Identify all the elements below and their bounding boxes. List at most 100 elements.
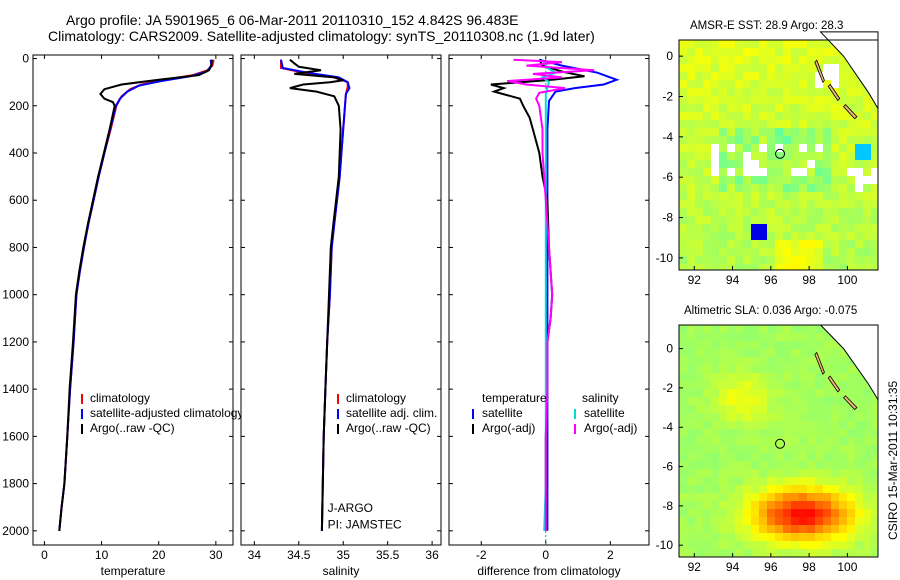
sla-map-cell bbox=[807, 525, 815, 533]
sst-map-cell bbox=[687, 120, 695, 128]
sst-map-cell bbox=[799, 240, 807, 248]
sla-map-cell bbox=[743, 373, 751, 381]
sst-map-cell bbox=[703, 48, 711, 56]
sla-map-cell bbox=[847, 501, 855, 509]
sst-map-cell bbox=[759, 184, 767, 192]
sst-map-cell bbox=[783, 80, 791, 88]
sla-map-cell bbox=[799, 517, 807, 525]
sst-map-cell bbox=[775, 48, 783, 56]
sla-map-cell bbox=[839, 357, 847, 365]
sst-map-cell bbox=[679, 128, 687, 136]
sla-map-cell bbox=[711, 365, 719, 373]
sla-map-cell bbox=[711, 453, 719, 461]
sst-map-cell bbox=[791, 88, 799, 96]
sla-map-cell bbox=[727, 493, 735, 501]
sst-map-cell bbox=[679, 208, 687, 216]
sst-map-title: AMSR-E SST: 28.9 Argo: 28.3 bbox=[690, 20, 844, 32]
sst-map-cell bbox=[807, 112, 815, 120]
sst-map-cell bbox=[711, 120, 719, 128]
sst-map-cell bbox=[855, 184, 863, 192]
sla-map-cell bbox=[751, 517, 759, 525]
sst-map-cell bbox=[711, 224, 719, 232]
sla-map-cell bbox=[775, 477, 783, 485]
sst-map-cell bbox=[719, 72, 727, 80]
sla-map-cell bbox=[687, 333, 695, 341]
sst-map-cell bbox=[727, 192, 735, 200]
sst-map-cell bbox=[687, 176, 695, 184]
sst-map-cell bbox=[831, 208, 839, 216]
sst-map-island bbox=[843, 103, 858, 120]
sla-map-cell bbox=[831, 501, 839, 509]
sst-map-cell bbox=[759, 56, 767, 64]
sst-map-cell bbox=[775, 192, 783, 200]
sst-map-cell bbox=[863, 216, 871, 224]
sst-map-cell bbox=[831, 120, 839, 128]
sla-map-cell bbox=[855, 405, 863, 413]
sla-map-cell bbox=[703, 381, 711, 389]
sla-map-cell bbox=[703, 485, 711, 493]
sla-map-cell bbox=[791, 373, 799, 381]
sla-map-cell bbox=[703, 477, 711, 485]
sla-map-cell bbox=[679, 509, 687, 517]
sla-map-cell bbox=[695, 501, 703, 509]
sla-map-cell bbox=[815, 541, 823, 549]
sst-map-cell bbox=[815, 144, 823, 152]
sst-map-cell bbox=[767, 184, 775, 192]
sst-map-cell bbox=[831, 72, 839, 80]
sst-map-cell bbox=[687, 56, 695, 64]
sla-map-cell bbox=[871, 517, 878, 525]
sst-map-cell bbox=[687, 112, 695, 120]
sst-map-cell bbox=[751, 216, 759, 224]
sst-map-cell bbox=[847, 248, 855, 256]
sla-map-cell bbox=[679, 381, 687, 389]
difference-xtick-label: 2 bbox=[607, 548, 614, 562]
sla-map-cell bbox=[759, 381, 767, 389]
sla-map-ytick-label: -4 bbox=[662, 420, 673, 434]
sst-map-cell bbox=[855, 96, 863, 104]
sst-map-cell bbox=[759, 200, 767, 208]
sst-map-cell bbox=[831, 96, 839, 104]
sst-map-cell bbox=[759, 248, 767, 256]
sst-map-cell bbox=[743, 104, 751, 112]
sst-map-cell bbox=[759, 120, 767, 128]
sla-map-cell bbox=[855, 469, 863, 477]
sst-map-cell bbox=[751, 200, 759, 208]
sla-map-cell bbox=[839, 437, 847, 445]
sla-map-cell bbox=[751, 429, 759, 437]
sst-map-cell bbox=[807, 152, 815, 160]
sla-map-cell bbox=[727, 381, 735, 389]
sst-map-cell bbox=[839, 248, 847, 256]
sst-map-cell bbox=[679, 232, 687, 240]
sla-map-cell bbox=[839, 453, 847, 461]
sst-map-cell bbox=[727, 40, 735, 48]
sla-map-cell bbox=[711, 461, 719, 469]
sst-map-cell bbox=[751, 160, 759, 168]
sla-map-cell bbox=[703, 445, 711, 453]
sla-map-cell bbox=[847, 453, 855, 461]
sst-map-cell bbox=[735, 264, 743, 270]
sst-map-cell bbox=[791, 256, 799, 264]
sla-map-cell bbox=[823, 397, 831, 405]
sst-map-cell bbox=[687, 40, 695, 48]
sla-map-cell bbox=[735, 533, 743, 541]
sst-map-cell bbox=[767, 128, 775, 136]
sla-map-cell bbox=[735, 397, 743, 405]
sla-map-cell bbox=[815, 437, 823, 445]
sst-map-cell bbox=[799, 232, 807, 240]
sst-map-cell bbox=[703, 248, 711, 256]
sst-map-cell bbox=[783, 208, 791, 216]
sla-map-cell bbox=[775, 493, 783, 501]
sst-map-cell bbox=[767, 240, 775, 248]
sst-map-cell bbox=[767, 208, 775, 216]
sst-map-cell bbox=[719, 64, 727, 72]
sla-map-cell bbox=[823, 333, 831, 341]
sla-map-cell bbox=[839, 461, 847, 469]
sla-map-cell bbox=[831, 341, 839, 349]
sst-map-cell bbox=[839, 88, 847, 96]
sla-map-cell bbox=[783, 397, 791, 405]
sst-map-cell bbox=[775, 88, 783, 96]
sla-map-cell bbox=[695, 549, 703, 557]
sst-map-cell bbox=[791, 168, 799, 176]
sla-map-cell bbox=[751, 397, 759, 405]
sst-map-cell bbox=[703, 264, 711, 270]
